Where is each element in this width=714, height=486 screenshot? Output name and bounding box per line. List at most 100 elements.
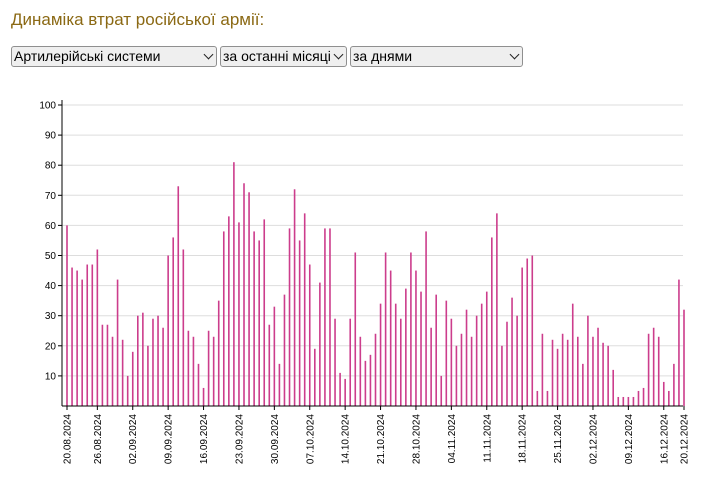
bar <box>177 186 180 406</box>
category-select-value: Артилерійські системи <box>14 48 161 64</box>
grouping-select[interactable]: за днями <box>350 46 523 67</box>
bar <box>622 396 625 406</box>
bar <box>501 345 503 406</box>
bar <box>228 216 230 406</box>
x-tick-label: 16.12.2024 <box>659 414 670 464</box>
bar <box>399 318 402 406</box>
bar <box>253 231 255 406</box>
bar <box>496 213 498 406</box>
bar <box>420 291 422 406</box>
y-tick-label: 50 <box>45 251 57 262</box>
bar <box>587 315 589 406</box>
bar <box>172 237 175 406</box>
bar <box>683 309 685 406</box>
bar <box>571 303 574 406</box>
x-tick-label: 20.08.2024 <box>63 414 74 464</box>
bar <box>293 189 296 406</box>
y-tick-label: 80 <box>45 161 57 172</box>
bar <box>389 270 392 406</box>
bar <box>137 315 139 406</box>
x-tick-label: 09.12.2024 <box>624 414 635 464</box>
bar <box>324 228 326 406</box>
bar <box>455 345 458 406</box>
bar <box>470 336 473 406</box>
bar <box>480 303 483 406</box>
bar <box>415 270 417 406</box>
bar <box>460 333 463 406</box>
bar <box>233 162 235 406</box>
bar <box>556 348 559 406</box>
bar <box>263 219 266 406</box>
bar <box>511 297 513 406</box>
bar <box>131 351 134 406</box>
x-tick-label: 25.11.2024 <box>553 414 564 464</box>
bar <box>152 318 154 406</box>
bar <box>106 324 109 406</box>
bar <box>126 375 129 406</box>
bar <box>96 249 99 406</box>
bar <box>101 324 104 406</box>
bar <box>450 318 453 406</box>
bar <box>91 264 94 406</box>
chevron-down-icon <box>203 49 214 60</box>
bar <box>217 300 220 406</box>
bar <box>187 330 190 406</box>
bar <box>303 213 306 406</box>
bar <box>334 318 336 406</box>
bar <box>673 363 675 406</box>
bar <box>369 354 372 406</box>
bar <box>602 342 604 406</box>
bar <box>207 330 210 406</box>
bar <box>192 336 195 406</box>
bar <box>374 333 377 406</box>
chevron-down-icon <box>509 49 520 60</box>
bar <box>157 315 159 406</box>
bar <box>182 249 185 406</box>
bar <box>288 228 291 406</box>
bar <box>86 264 89 406</box>
bar <box>298 240 301 406</box>
x-tick-label: 11.11.2024 <box>482 414 493 463</box>
bar <box>197 363 200 406</box>
bar <box>344 378 346 406</box>
bar <box>607 345 609 406</box>
bar <box>627 396 630 406</box>
bar <box>642 387 645 406</box>
bar <box>541 333 544 406</box>
x-tick-label: 09.09.2024 <box>164 414 175 464</box>
bar <box>278 363 281 406</box>
bar <box>612 369 614 406</box>
bar <box>546 390 549 406</box>
page-title: Динаміка втрат російської армії: <box>11 10 265 29</box>
bar <box>248 192 250 406</box>
bar <box>465 309 468 406</box>
bar <box>491 237 493 406</box>
bar <box>597 327 599 406</box>
bar <box>516 315 518 406</box>
bar <box>71 267 73 406</box>
bar <box>379 303 382 406</box>
x-tick-label: 02.09.2024 <box>128 414 139 464</box>
x-tick-label: 16.09.2024 <box>199 414 210 464</box>
bar <box>319 282 321 406</box>
bar <box>167 255 169 406</box>
bar <box>561 333 564 406</box>
x-tick-label: 26.08.2024 <box>93 414 104 464</box>
category-select[interactable]: Артилерійські системи <box>11 46 217 67</box>
bar <box>440 375 443 406</box>
bar <box>364 360 367 406</box>
bar <box>329 228 331 406</box>
bar <box>551 339 554 406</box>
x-tick-label: 28.10.2024 <box>411 414 422 464</box>
bar <box>354 252 357 406</box>
y-tick-label: 10 <box>45 371 57 382</box>
bar <box>238 222 240 406</box>
bar <box>142 312 144 406</box>
x-tick-label: 07.10.2024 <box>305 414 316 464</box>
bar <box>632 396 635 406</box>
period-select[interactable]: за останні місяці <box>220 46 347 67</box>
bar <box>475 315 478 406</box>
bar <box>268 324 271 406</box>
x-tick-label: 04.11.2024 <box>447 414 458 464</box>
bar <box>222 231 225 406</box>
